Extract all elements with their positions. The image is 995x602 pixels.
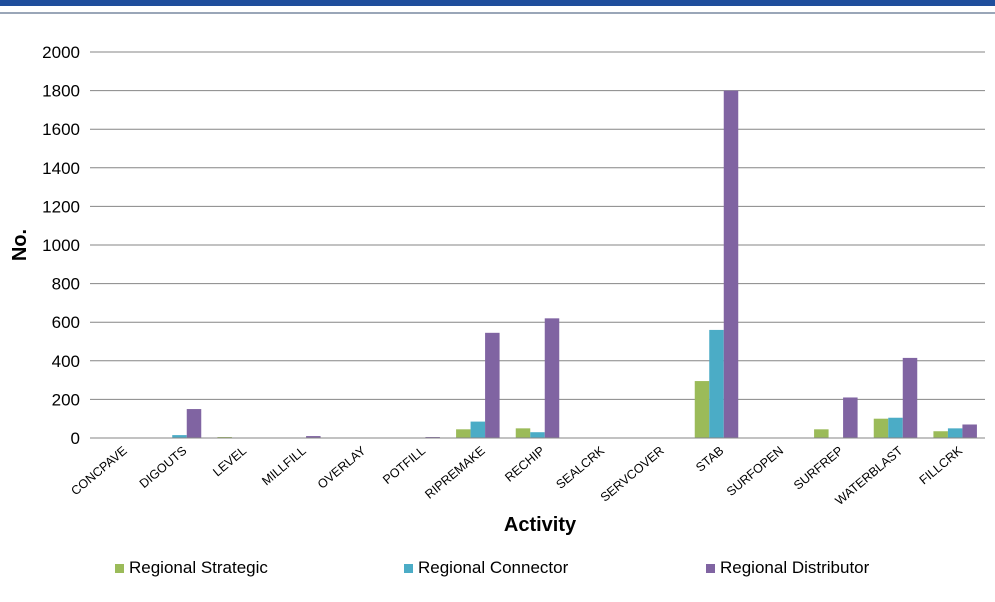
bar-chart: 0 200 400 600 800 1000 1200 1400 1600 1800 2000 CO… — [9, 43, 985, 536]
x-tick-label: SEALCRK — [553, 443, 607, 492]
x-tick-label: DIGOUTS — [137, 444, 190, 491]
y-axis-ticks: 0 200 400 600 800 1000 1200 1400 1600 1800 2000 — [42, 43, 80, 448]
x-axis-ticks: CONCPAVE DIGOUTS LEVEL MILLFILL OVERLAY POTFI… — [68, 443, 965, 508]
x-tick-label: STAB — [693, 444, 726, 475]
legend-label-regional-strategic: Regional Strategic — [129, 558, 268, 577]
bar-regional-distributor — [485, 332, 500, 438]
bar-regional-connector — [172, 435, 187, 438]
legend: Regional Strategic Regional Connector Re… — [0, 558, 995, 584]
bar-regional-connector — [888, 417, 903, 438]
bar-regional-distributor — [544, 318, 560, 438]
y-tick-label: 800 — [52, 275, 80, 294]
y-tick-label: 1800 — [42, 82, 80, 101]
legend-item-regional-distributor: Regional Distributor — [706, 558, 869, 578]
bar-regional-strategic — [694, 381, 710, 438]
x-tick-label: SURFOPEN — [724, 444, 786, 499]
bar-regional-connector — [709, 329, 724, 438]
x-tick-label: RIPREMAKE — [422, 444, 487, 502]
x-tick-label: OVERLAY — [315, 443, 369, 492]
bar-regional-connector — [947, 428, 963, 438]
bar-regional-strategic — [933, 431, 948, 438]
x-axis-title: Activity — [504, 514, 577, 536]
bar-regional-distributor — [962, 424, 977, 438]
x-tick-label: MILLFILL — [259, 444, 308, 489]
y-tick-label: 2000 — [42, 43, 80, 62]
y-axis-title: No. — [9, 229, 31, 261]
legend-label-regional-connector: Regional Connector — [418, 558, 569, 577]
bar-regional-strategic — [515, 428, 531, 438]
bar-regional-connector — [470, 421, 486, 438]
gridlines — [90, 51, 985, 400]
bar-regional-distributor — [902, 357, 918, 438]
legend-swatch-regional-distributor — [706, 563, 715, 573]
y-tick-label: 600 — [52, 313, 80, 332]
legend-swatch-regional-strategic — [115, 563, 124, 573]
x-tick-label: CONCPAVE — [68, 444, 129, 499]
legend-swatch-regional-connector — [404, 563, 413, 573]
bar-regional-distributor — [306, 436, 321, 438]
x-tick-label: LEVEL — [210, 444, 249, 480]
x-tick-label: SURFREP — [791, 444, 846, 493]
x-tick-label: POTFILL — [380, 444, 428, 487]
header-divider — [0, 12, 995, 14]
legend-label-regional-distributor: Regional Distributor — [720, 558, 870, 577]
y-tick-label: 1000 — [42, 236, 80, 255]
y-tick-label: 200 — [52, 390, 80, 409]
y-tick-label: 1400 — [42, 159, 80, 178]
y-tick-label: 400 — [52, 352, 80, 371]
y-tick-label: 0 — [71, 429, 80, 448]
x-tick-label: SERVCOVER — [598, 444, 667, 505]
legend-item-regional-connector: Regional Connector — [404, 558, 568, 578]
header-accent-bar — [0, 0, 995, 6]
bar-regional-distributor — [186, 409, 202, 438]
legend-item-regional-strategic: Regional Strategic — [115, 558, 268, 578]
y-tick-label: 1600 — [42, 120, 80, 139]
bars — [172, 90, 977, 438]
bar-regional-strategic — [873, 418, 889, 438]
y-tick-label: 1200 — [42, 197, 80, 216]
bar-regional-distributor — [843, 397, 858, 438]
bar-regional-strategic — [814, 429, 829, 438]
x-tick-label: RECHIP — [502, 444, 547, 485]
bar-regional-distributor — [723, 90, 739, 438]
x-tick-label: FILLCRK — [917, 443, 966, 487]
bar-regional-connector — [530, 432, 545, 438]
bar-regional-strategic — [456, 429, 471, 438]
